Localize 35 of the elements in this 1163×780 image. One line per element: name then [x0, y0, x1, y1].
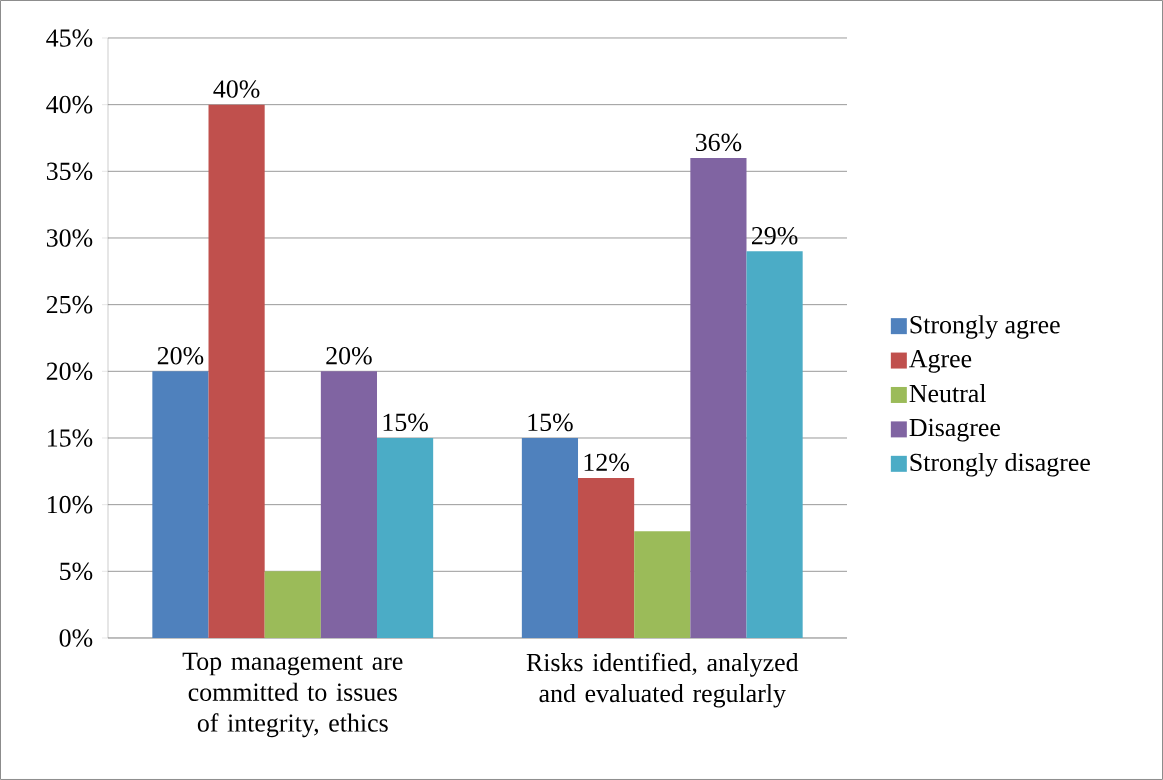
x-tick-label: Risks identified, analyzed and evaluated regularly: [526, 652, 799, 708]
bar: [690, 157, 747, 638]
bar: [152, 371, 209, 638]
legend-label: Strongly agree: [910, 315, 1060, 339]
bar: [634, 531, 691, 638]
legend-label: Disagree: [909, 418, 1000, 442]
data-label: 29%: [751, 226, 798, 245]
y-tick-label: 40%: [46, 95, 93, 114]
data-label: 20%: [157, 346, 204, 365]
bar: [746, 251, 803, 638]
legend-label: Agree: [909, 350, 972, 373]
y-tick-label: 15%: [47, 429, 93, 447]
data-label: 36%: [695, 133, 742, 152]
legend-label: Strongly disagree: [910, 452, 1090, 477]
data-label: 15%: [383, 413, 428, 432]
y-tick-label: 30%: [46, 229, 93, 247]
data-label: 20%: [326, 346, 372, 365]
y-tick-label: 5%: [60, 562, 93, 581]
bar: [320, 371, 378, 638]
data-label: 40%: [213, 80, 260, 98]
bar: [578, 477, 635, 638]
y-tick-label: 10%: [47, 495, 93, 514]
data-label: 12%: [584, 453, 629, 472]
y-tick-label: 35%: [46, 162, 93, 181]
y-tick-label: 25%: [46, 295, 93, 314]
x-tick-label: Top management are committed to issues of integrity, ethics: [182, 652, 403, 738]
bar: [208, 104, 265, 638]
bar: [521, 437, 579, 638]
bar: [264, 571, 321, 638]
y-tick-label: 20%: [46, 362, 93, 381]
y-tick-label: 0%: [59, 629, 93, 647]
bar: [377, 437, 434, 638]
legend-label: Neutral: [909, 384, 986, 403]
data-label: 15%: [528, 413, 573, 432]
y-tick-label: 45%: [46, 29, 93, 47]
